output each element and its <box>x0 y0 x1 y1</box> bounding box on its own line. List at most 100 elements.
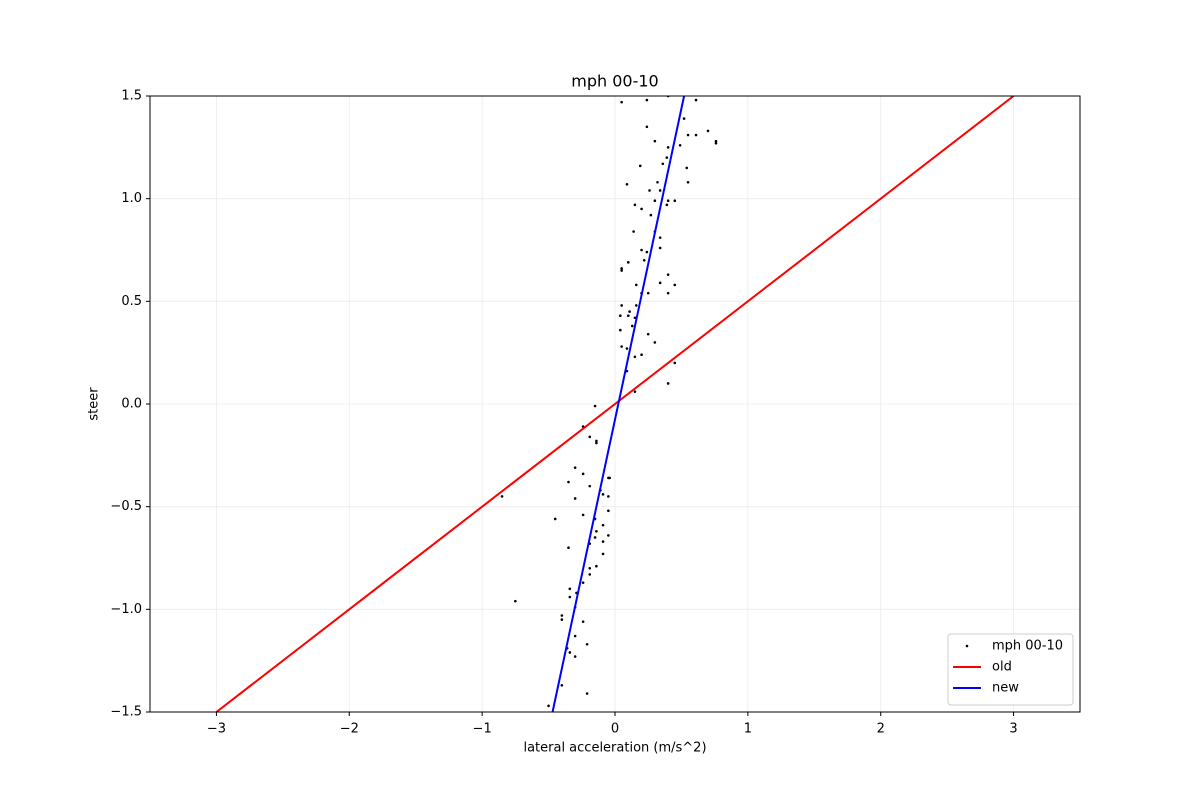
x-tick-label: 1 <box>744 722 752 737</box>
scatter-point <box>640 207 643 211</box>
scatter-point <box>714 141 718 145</box>
scatter-point <box>607 476 610 480</box>
scatter-point <box>656 180 659 184</box>
scatter-point <box>633 355 637 359</box>
scatter-point <box>666 146 670 149</box>
scatter-point <box>658 281 662 285</box>
scatter-point <box>673 199 677 203</box>
scatter-point <box>581 581 585 584</box>
y-tick-label: −0.5 <box>110 499 142 514</box>
scatter-point <box>607 495 610 498</box>
scatter-point <box>673 283 677 287</box>
y-tick-label: 0.5 <box>121 294 142 309</box>
scatter-point <box>653 341 657 344</box>
y-tick-label: −1.0 <box>110 602 142 617</box>
plot-area <box>215 96 1015 712</box>
scatter-point <box>620 269 623 272</box>
scatter-point <box>595 530 598 533</box>
scatter-point <box>560 614 564 617</box>
scatter-point <box>645 250 649 254</box>
scatter-point <box>568 595 572 599</box>
y-tick-label: 1.5 <box>121 89 142 104</box>
scatter-point <box>686 180 690 184</box>
scatter-point <box>645 98 649 102</box>
scatter-point <box>634 304 638 307</box>
x-tick-label: 3 <box>1009 722 1017 737</box>
scatter-point <box>682 117 686 120</box>
legend-label: new <box>992 681 1019 696</box>
scatter-point <box>573 634 577 638</box>
scatter-point <box>573 466 577 469</box>
scatter-point <box>619 328 622 332</box>
scatter-point <box>666 382 670 385</box>
scatter-point <box>661 162 665 166</box>
scatter-point <box>653 199 657 203</box>
y-axis-label: steer <box>87 387 102 421</box>
scatter-point <box>581 472 585 476</box>
scatter-point <box>658 246 662 250</box>
scatter-point <box>620 345 623 348</box>
scatter-point <box>653 139 657 143</box>
scatter-point <box>560 618 564 621</box>
y-tick-label: 0.0 <box>121 397 142 412</box>
scatter-point <box>640 248 643 252</box>
scatter-point <box>706 129 710 133</box>
y-tick-label: −1.5 <box>110 705 142 720</box>
legend-marker <box>965 644 969 648</box>
x-tick-label: −1 <box>473 722 492 737</box>
scatter-point <box>694 98 698 102</box>
scatter-point <box>645 125 649 129</box>
scatter-point <box>658 236 662 239</box>
scatter-point <box>568 651 572 654</box>
scatter-point <box>601 540 605 543</box>
x-tick-label: 2 <box>877 722 885 737</box>
plot-frame <box>149 95 1081 713</box>
scatter-point <box>633 203 637 207</box>
scatter-point <box>634 283 638 287</box>
scatter-point <box>630 324 634 328</box>
scatter-point <box>581 513 585 517</box>
x-axis-label: lateral acceleration (m/s^2) <box>523 741 706 756</box>
scatter-point <box>595 564 598 568</box>
y-tick-label: 1.0 <box>121 191 142 206</box>
scatter-point <box>567 480 570 484</box>
scatter-point <box>646 332 650 336</box>
scatter-point <box>601 552 605 556</box>
legend-label: old <box>992 660 1012 675</box>
scatter-point <box>567 546 570 550</box>
line <box>215 96 1015 712</box>
x-tick-label: −2 <box>340 722 359 737</box>
x-tick-label: 0 <box>611 722 619 737</box>
scatter-point <box>593 404 597 408</box>
legend-label: mph 00-10 <box>992 639 1063 654</box>
scatter-point <box>642 258 646 262</box>
scatter-point <box>500 495 504 498</box>
scatter-point <box>553 517 557 521</box>
scatter-point <box>620 267 623 270</box>
scatter-point <box>588 484 592 488</box>
scatter-point <box>649 213 653 217</box>
scatter-point <box>588 573 592 576</box>
scatter-point <box>673 361 677 365</box>
scatter-point <box>666 273 670 276</box>
scatter-point <box>666 199 670 203</box>
scatter-point <box>638 164 642 168</box>
x-tick-label: −3 <box>207 722 226 737</box>
scatter-point <box>626 314 630 318</box>
scatter-point <box>581 620 585 623</box>
scatter-point <box>632 230 635 233</box>
scatter-point <box>646 291 650 295</box>
scatter-point <box>620 304 623 307</box>
scatter-point <box>678 143 682 147</box>
scatter-point <box>593 536 597 539</box>
scatter-point <box>619 314 622 318</box>
line <box>551 96 686 712</box>
chart-title: mph 00-10 <box>571 72 658 91</box>
scatter-point <box>620 100 623 104</box>
scatter-point <box>686 133 690 137</box>
scatter-point <box>628 310 631 313</box>
scatter-point <box>595 441 598 445</box>
scatter-point <box>694 133 698 137</box>
